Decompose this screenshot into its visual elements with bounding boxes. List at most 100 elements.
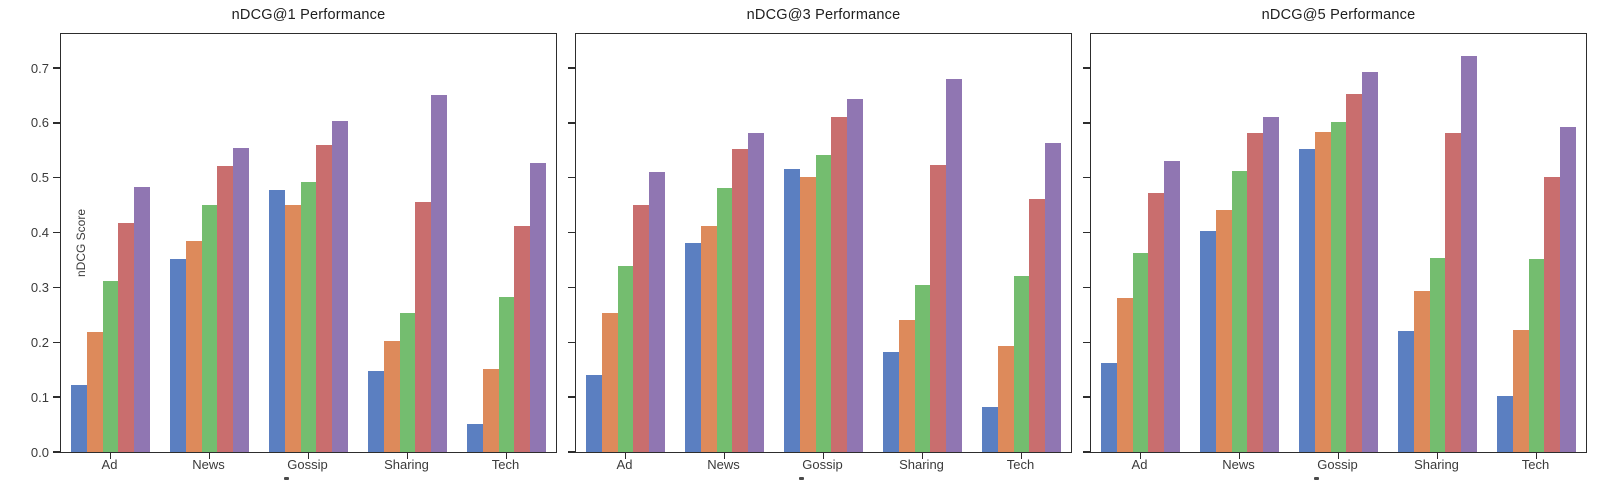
x-tick-label-gossip: Gossip: [1317, 457, 1358, 472]
clipped-xlabel-fragment: [798, 477, 804, 480]
bar-series-3-news: [716, 187, 733, 452]
bar-series-5-news: [748, 133, 765, 452]
bar-series-5-sharing: [946, 78, 963, 452]
bar-series-4-sharing: [930, 165, 947, 452]
bar-series-4-news: [1247, 133, 1264, 452]
y-tick-mark: [568, 67, 575, 69]
bar-series-3-gossip: [300, 182, 317, 452]
bar-series-3-ad: [102, 281, 119, 452]
bar-series-3-news: [1231, 171, 1248, 452]
plot-area: [568, 33, 1072, 459]
y-tick-mark: [568, 122, 575, 124]
x-tick-mark: [624, 453, 627, 459]
bar-series-5-news: [233, 147, 250, 452]
x-tick-label-ad: Ad: [101, 457, 118, 472]
bar-series-1-sharing: [882, 351, 899, 452]
x-tick-label-ad: Ad: [616, 457, 633, 472]
bar-series-5-tech: [530, 163, 547, 452]
bar-series-1-ad: [585, 374, 602, 452]
plot-area: 0.0 0.1 0.2 0.3 0.4 0.5 0.6 0.7: [31, 33, 557, 460]
bar-series-4-tech: [514, 226, 531, 452]
x-tick-label-ad: Ad: [1131, 457, 1148, 472]
y-tick-mark: [1083, 231, 1090, 234]
bar-series-4-sharing: [415, 201, 432, 452]
y-tick-mark: [1083, 286, 1090, 289]
y-tick-label: 0.1: [30, 389, 49, 405]
y-tick-mark: [568, 396, 575, 398]
bar-series-2-ad: [601, 313, 618, 452]
bar-series-1-gossip: [1298, 149, 1315, 452]
bar-series-3-gossip: [1330, 122, 1347, 452]
y-tick-label: 0.7: [30, 60, 49, 76]
bar-series-2-tech: [482, 368, 499, 452]
bar-series-2-news: [700, 226, 717, 452]
bar-series-2-gossip: [799, 176, 816, 452]
bar-series-2-sharing: [898, 319, 915, 452]
y-tick-mark: [1083, 67, 1090, 69]
bar-series-2-ad: [86, 332, 103, 452]
bar-series-1-gossip: [783, 168, 800, 452]
y-tick-mark: [1083, 451, 1090, 453]
x-tick-label-news: News: [707, 457, 740, 472]
x-tick-label-tech: Tech: [491, 457, 520, 472]
bar-series-2-news: [185, 241, 202, 452]
x-tick-label-news: News: [192, 457, 225, 472]
x-tick-mark: [723, 453, 726, 459]
y-tick-mark: [53, 451, 60, 453]
bar-series-3-tech: [498, 296, 515, 452]
y-tick-mark: [53, 122, 60, 124]
bar-series-1-news: [169, 258, 186, 452]
bar-series-4-ad: [1148, 193, 1165, 452]
x-tick-mark: [1535, 453, 1538, 459]
bar-series-2-tech: [997, 345, 1014, 452]
bar-series-5-sharing: [431, 94, 448, 452]
chart-title: nDCG@1 Performance: [231, 7, 386, 23]
bar-series-5-ad: [1164, 160, 1181, 452]
plot-area: [1083, 33, 1587, 459]
x-tick-mark: [307, 453, 310, 459]
x-tick-label-gossip: Gossip: [802, 457, 843, 472]
bar-series-5-gossip: [332, 120, 349, 452]
y-tick-label: 0.5: [30, 170, 49, 186]
chart-ndcg-at-5: nDCG@5 Performance Ad News Gossip Sharing Te…: [1083, 7, 1587, 480]
y-tick-label: 0.3: [30, 279, 49, 295]
x-tick-label-sharing: Sharing: [384, 457, 429, 472]
bar-series-4-news: [732, 148, 749, 452]
y-tick-mark: [53, 286, 60, 289]
y-tick-label: 0.2: [30, 334, 49, 350]
chart-title: nDCG@5 Performance: [1261, 7, 1416, 23]
y-tick-label: 0.6: [30, 115, 49, 131]
y-tick-mark: [1083, 341, 1090, 343]
x-tick-mark: [921, 453, 924, 459]
bar-series-1-ad: [70, 385, 87, 452]
x-tick-label-news: News: [1222, 457, 1255, 472]
x-tick-mark: [406, 453, 409, 459]
bar-series-4-gossip: [316, 144, 333, 452]
bar-series-1-tech: [466, 424, 483, 452]
bar-series-3-sharing: [399, 313, 416, 452]
bar-series-3-news: [201, 204, 218, 452]
bar-series-5-tech: [1560, 126, 1577, 452]
y-tick-mark: [53, 231, 60, 234]
bar-series-4-gossip: [831, 116, 848, 452]
bar-series-5-gossip: [847, 98, 864, 452]
clipped-xlabel-fragment: [1313, 477, 1319, 480]
bar-series-2-gossip: [284, 204, 301, 452]
bar-series-5-sharing: [1461, 55, 1478, 452]
clipped-xlabel-fragment: [283, 477, 289, 480]
y-tick-mark: [1083, 177, 1090, 179]
y-tick-mark: [1083, 396, 1090, 398]
y-tick-mark: [53, 396, 60, 398]
y-tick-mark: [53, 177, 60, 179]
chart-ndcg-at-3: nDCG@3 Performance Ad News Gossip Sharing Te…: [568, 7, 1072, 480]
bar-series-2-sharing: [1413, 291, 1430, 452]
y-tick-label: 0.4: [30, 225, 49, 241]
x-tick-label-tech: Tech: [1521, 457, 1550, 472]
x-tick-mark: [208, 453, 211, 459]
bar-series-5-ad: [649, 171, 666, 452]
y-tick-label: 0.0: [30, 444, 49, 460]
bar-series-4-ad: [118, 222, 135, 452]
bar-series-3-sharing: [914, 285, 931, 452]
x-tick-label-sharing: Sharing: [899, 457, 944, 472]
